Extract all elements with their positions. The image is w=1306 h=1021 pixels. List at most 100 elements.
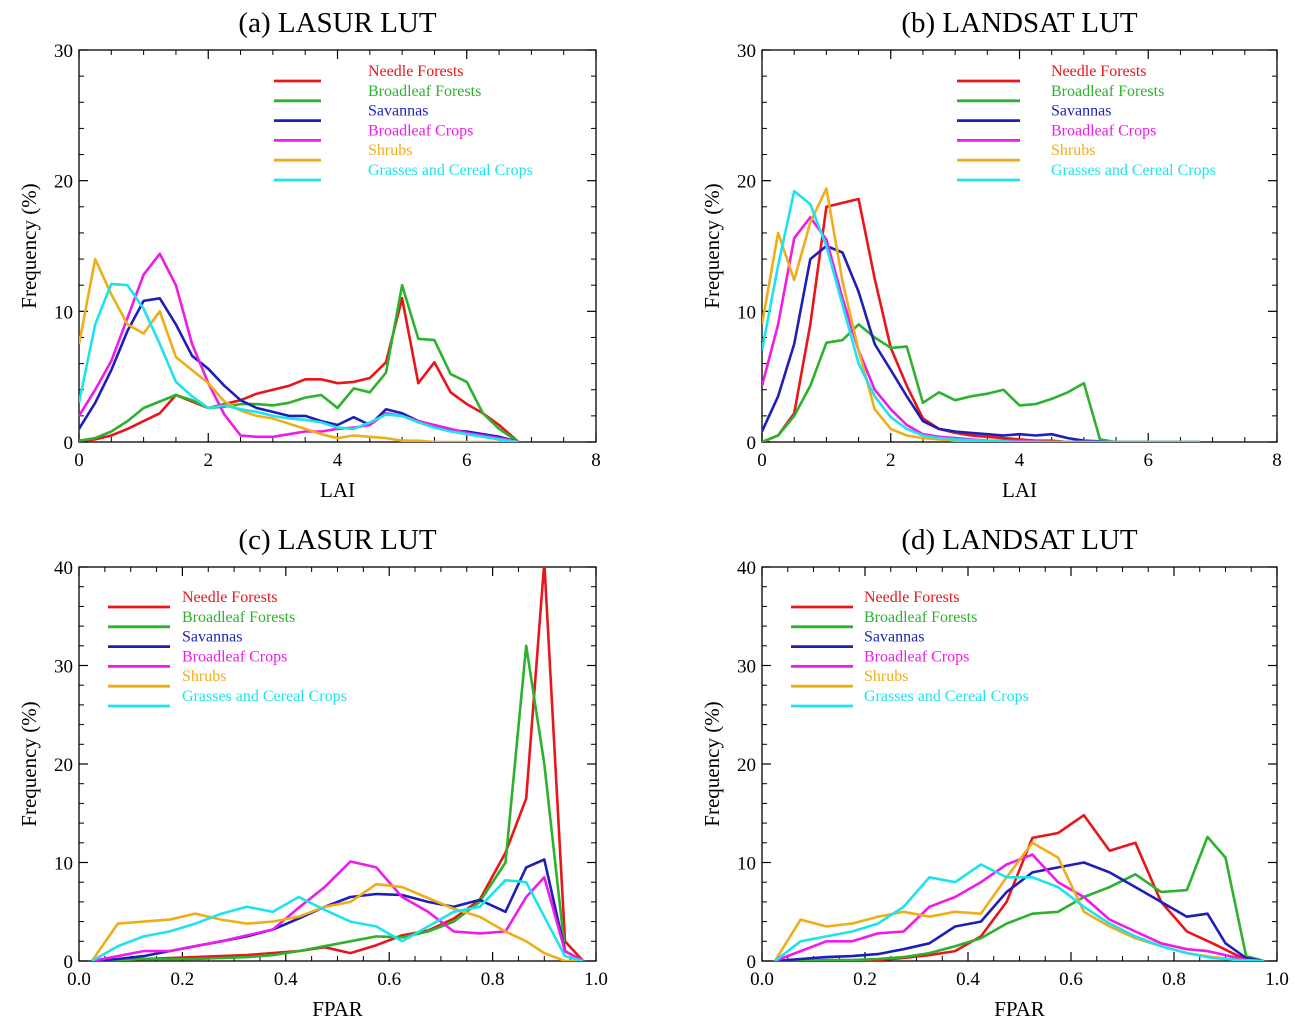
chart-a-legend-label: Grasses and Cereal Crops <box>368 162 533 179</box>
chart-a-legend-label: Savannas <box>368 103 428 120</box>
chart-b-xlabel: LAI <box>1002 478 1037 502</box>
chart-a-xlabel: LAI <box>320 478 355 502</box>
chart-a-xtick-label: 4 <box>333 450 343 471</box>
chart-a-series-broadleaf-crops <box>79 252 519 442</box>
chart-b-ytick-label: 0 <box>747 433 757 454</box>
chart-c-series-broadleaf-forests <box>91 644 584 961</box>
chart-a-legend: Needle Forests Broadleaf Forests Savannas B… <box>274 63 533 182</box>
chart-a-ytick-label: 30 <box>54 41 73 62</box>
chart-d-legend-label: Savannas <box>864 629 924 646</box>
chart-d-series-grasses-and-cereal-crops <box>774 863 1265 961</box>
chart-a-panel: (a) LASUR LUT 0 2 4 6 8 0 10 20 30 LAI Frequency (%… <box>17 7 601 502</box>
chart-d-xtick-label: 0.6 <box>1059 969 1083 990</box>
chart-c-series-broadleaf-crops <box>91 860 584 961</box>
chart-c-ytick-label: 40 <box>54 558 73 579</box>
chart-d-legend: Needle Forests Broadleaf Forests Savannas B… <box>791 589 1029 708</box>
chart-a-xtick-label: 0 <box>74 450 84 471</box>
chart-a-legend-label: Broadleaf Crops <box>368 122 473 139</box>
chart-a-series-broadleaf-forests <box>79 283 520 442</box>
chart-c-xlabel: FPAR <box>312 997 363 1021</box>
chart-a-xtick-label: 6 <box>462 450 472 471</box>
chart-a-series-grasses-and-cereal-crops <box>79 282 519 442</box>
chart-b-legend-label: Savannas <box>1051 103 1111 120</box>
chart-c-series-shrubs <box>90 882 584 961</box>
chart-b-series-grasses-and-cereal-crops <box>762 189 1200 442</box>
chart-b-series-needle-forests <box>762 197 1200 442</box>
chart-a-xtick-label: 2 <box>204 450 214 471</box>
chart-c-legend-label: Broadleaf Crops <box>182 648 287 665</box>
chart-b-xtick-label: 0 <box>757 450 767 471</box>
chart-b-title: (b) LANDSAT LUT <box>901 7 1138 39</box>
chart-c-xtick-label: 0.8 <box>481 969 505 990</box>
chart-b-ytick-label: 30 <box>737 41 756 62</box>
chart-c-legend-label: Grasses and Cereal Crops <box>182 688 347 705</box>
chart-d-legend-label: Broadleaf Crops <box>864 648 969 665</box>
chart-c-xtick-label: 0.4 <box>274 969 298 990</box>
chart-d-legend-label: Needle Forests <box>864 589 960 606</box>
chart-d-xtick-label: 0.0 <box>750 969 774 990</box>
chart-b-ytick-label: 10 <box>737 302 756 323</box>
chart-b-legend-label: Grasses and Cereal Crops <box>1051 162 1216 179</box>
chart-c-ytick-label: 30 <box>54 657 73 678</box>
chart-d-series-broadleaf-forests <box>774 835 1265 961</box>
chart-d-ytick-label: 30 <box>737 657 756 678</box>
chart-d-ytick-label: 0 <box>747 952 757 973</box>
chart-c-xtick-label: 0.6 <box>377 969 401 990</box>
chart-b-series-broadleaf-forests <box>762 323 1200 442</box>
chart-d-ytick-label: 20 <box>737 755 756 776</box>
chart-b-legend-label: Needle Forests <box>1051 63 1147 80</box>
chart-b-ylabel: Frequency (%) <box>700 183 724 308</box>
chart-c-title: (c) LASUR LUT <box>238 524 436 556</box>
chart-a-legend-label: Broadleaf Forests <box>368 83 481 100</box>
chart-c-legend-label: Needle Forests <box>182 589 278 606</box>
chart-d-panel: (d) LANDSAT LUT 0.0 0.2 0.4 0.6 0.8 1.0 0 10 20 30… <box>700 524 1289 1021</box>
chart-d-ytick-label: 10 <box>737 854 756 875</box>
chart-d-legend-label: Broadleaf Forests <box>864 609 977 626</box>
chart-c-ytick-label: 0 <box>64 952 74 973</box>
chart-b-xtick-label: 8 <box>1272 450 1282 471</box>
chart-c-series-grasses-and-cereal-crops <box>91 878 584 961</box>
chart-d-legend-label: Grasses and Cereal Crops <box>864 688 1029 705</box>
chart-d-ytick-label: 40 <box>737 558 756 579</box>
chart-d-xtick-label: 0.8 <box>1162 969 1186 990</box>
chart-c-legend: Needle Forests Broadleaf Forests Savannas B… <box>108 589 347 708</box>
chart-a-legend-label: Shrubs <box>368 142 412 159</box>
chart-b-xtick-label: 2 <box>886 450 896 471</box>
chart-d-series-shrubs <box>773 841 1265 961</box>
chart-a-ytick-label: 20 <box>54 172 73 193</box>
chart-a-ytick-label: 0 <box>64 433 74 454</box>
chart-b-panel: (b) LANDSAT LUT 0 2 4 6 8 0 10 20 30 LAI Frequency … <box>700 7 1282 502</box>
chart-a-series-shrubs <box>79 257 519 442</box>
chart-d-xtick-label: 0.4 <box>956 969 980 990</box>
chart-b-xtick-label: 4 <box>1015 450 1025 471</box>
chart-c-xtick-label: 0.0 <box>67 969 91 990</box>
chart-a-xtick-label: 8 <box>591 450 601 471</box>
chart-d-title: (d) LANDSAT LUT <box>901 524 1138 556</box>
chart-c-xtick-label: 1.0 <box>584 969 608 990</box>
chart-c-legend-label: Broadleaf Forests <box>182 609 295 626</box>
chart-c-ylabel: Frequency (%) <box>17 701 41 826</box>
chart-b-legend-label: Shrubs <box>1051 142 1095 159</box>
chart-c-legend-label: Shrubs <box>182 668 226 685</box>
chart-d-xtick-label: 0.2 <box>853 969 877 990</box>
chart-a-ylabel: Frequency (%) <box>17 183 41 308</box>
chart-d-ylabel: Frequency (%) <box>700 701 724 826</box>
chart-b-series-savannas <box>762 244 1200 442</box>
chart-b-series-shrubs <box>762 187 1200 442</box>
chart-d-series-broadleaf-crops <box>774 853 1265 961</box>
chart-c-legend-label: Savannas <box>182 629 242 646</box>
chart-d-series-needle-forests <box>774 813 1265 961</box>
chart-b-frame <box>761 49 1278 443</box>
chart-b-ytick-label: 20 <box>737 172 756 193</box>
chart-d-legend-label: Shrubs <box>864 668 908 685</box>
chart-d-series-savannas <box>774 861 1265 961</box>
chart-a-series-needle-forests <box>79 296 520 442</box>
chart-b-legend-label: Broadleaf Crops <box>1051 122 1156 139</box>
chart-a-title: (a) LASUR LUT <box>238 7 436 39</box>
chart-c-panel: (c) LASUR LUT 0.0 0.2 0.4 0.6 0.8 1.0 0 10 20 30 40… <box>17 524 608 1021</box>
chart-b-xtick-label: 6 <box>1144 450 1154 471</box>
chart-c-ytick-label: 10 <box>54 854 73 875</box>
chart-a-legend-label: Needle Forests <box>368 63 464 80</box>
chart-d-xlabel: FPAR <box>994 997 1045 1021</box>
chart-c-ytick-label: 20 <box>54 755 73 776</box>
